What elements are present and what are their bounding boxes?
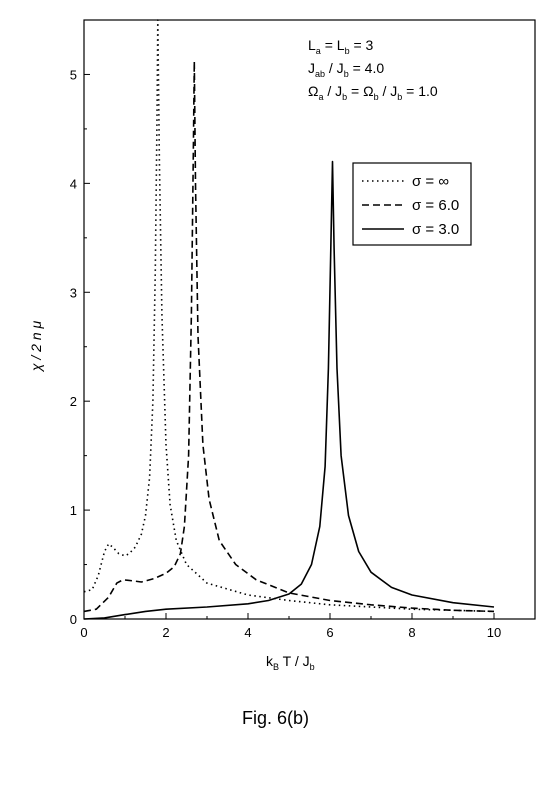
y-tick-label: 2 — [70, 394, 77, 409]
chart-canvas: 0 2 4 6 8 10 0 1 2 3 4 5 La = Lb = 3 Jab / Jb = 4.0… — [28, 19, 536, 672]
y-tick-label: 3 — [70, 285, 77, 300]
tick-group: 0 2 4 6 8 10 0 1 2 3 4 5 — [70, 67, 536, 640]
x-tick-label: 2 — [162, 625, 169, 640]
series-sigma-3 — [83, 160, 495, 620]
x-axis-title: kB T / Jb — [266, 653, 315, 672]
annotation-line-3: Ωa / Jb = Ωb / Jb = 1.0 — [308, 83, 438, 102]
y-tick-label: 0 — [70, 612, 77, 627]
annotation-line-1: La = Lb = 3 — [308, 37, 374, 56]
legend-label-infinity: σ = ∞ — [412, 173, 449, 190]
legend: σ = ∞ σ = 6.0 σ = 3.0 — [352, 162, 472, 246]
series-sigma-6 — [83, 60, 495, 613]
series-layer — [83, 19, 495, 620]
x-tick-label: 0 — [80, 625, 87, 640]
x-tick-label: 4 — [244, 625, 251, 640]
x-tick-label: 10 — [487, 625, 501, 640]
legend-box — [352, 162, 472, 246]
legend-label-3: σ = 3.0 — [412, 221, 459, 238]
y-axis-title: χ / 2 n μ — [28, 321, 44, 374]
plot-frame — [83, 19, 536, 620]
annotation-line-2: Jab / Jb = 4.0 — [308, 60, 384, 79]
x-tick-label: 6 — [326, 625, 333, 640]
figure-caption: Fig. 6(b) — [241, 708, 310, 728]
y-tick-label: 4 — [70, 176, 77, 191]
series-sigma-infinity — [83, 19, 495, 613]
legend-label-6: σ = 6.0 — [412, 197, 459, 214]
x-tick-label: 8 — [408, 625, 415, 640]
y-tick-label: 5 — [70, 67, 77, 82]
y-tick-label: 1 — [70, 503, 77, 518]
